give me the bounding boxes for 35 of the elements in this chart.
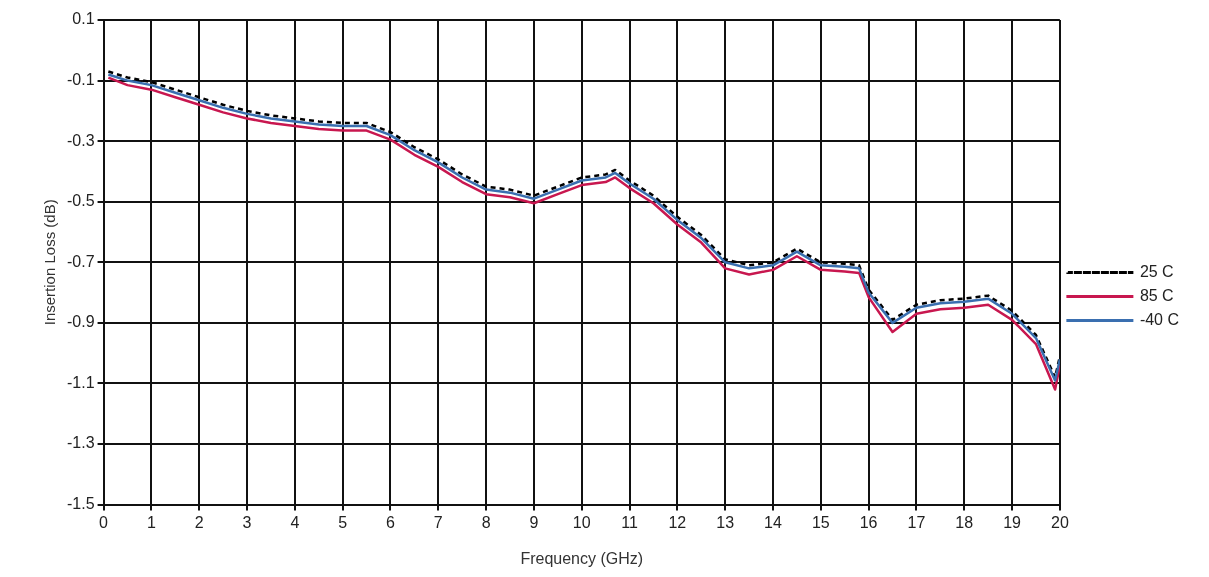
y-tick-label: -0.5 (66, 192, 95, 210)
x-tick-label: 20 (1050, 513, 1069, 531)
legend-label: 25 C (1139, 262, 1174, 280)
x-tick-label: 8 (481, 513, 491, 531)
y-axis-title: Insertion Loss (dB) (41, 199, 59, 326)
y-tick-label: -1.3 (66, 434, 95, 452)
x-tick-label: 5 (338, 513, 348, 531)
x-tick-label: 1 (146, 513, 156, 531)
x-axis-title: Frequency (GHz) (520, 549, 644, 567)
x-tick-label: 16 (859, 513, 878, 531)
x-tick-label: 3 (242, 513, 252, 531)
y-tick-label: -1.5 (66, 495, 95, 513)
y-tick-label: -1.1 (66, 373, 95, 391)
legend-label: -40 C (1139, 310, 1179, 328)
y-tick-label: 0.1 (72, 10, 95, 28)
x-tick-label: 18 (955, 513, 974, 531)
x-tick-label: 2 (194, 513, 204, 531)
y-tick-label: -0.9 (66, 313, 95, 331)
x-tick-label: 10 (572, 513, 591, 531)
legend-label: 85 C (1139, 286, 1174, 304)
x-tick-label: 11 (621, 513, 638, 531)
x-tick-label: 0 (99, 513, 109, 531)
y-tick-label: -0.3 (66, 131, 95, 149)
x-tick-label: 17 (907, 513, 926, 531)
x-tick-label: 9 (529, 513, 539, 531)
x-tick-label: 4 (290, 513, 300, 531)
y-tick-label: -0.1 (66, 70, 95, 88)
y-tick-label: -0.7 (66, 252, 95, 270)
x-tick-label: 12 (668, 513, 687, 531)
x-tick-label: 14 (764, 513, 782, 531)
x-tick-label: 6 (386, 513, 396, 531)
x-tick-label: 13 (716, 513, 735, 531)
x-tick-label: 19 (1003, 513, 1022, 531)
x-tick-label: 7 (433, 513, 443, 531)
x-tick-label: 15 (811, 513, 830, 531)
